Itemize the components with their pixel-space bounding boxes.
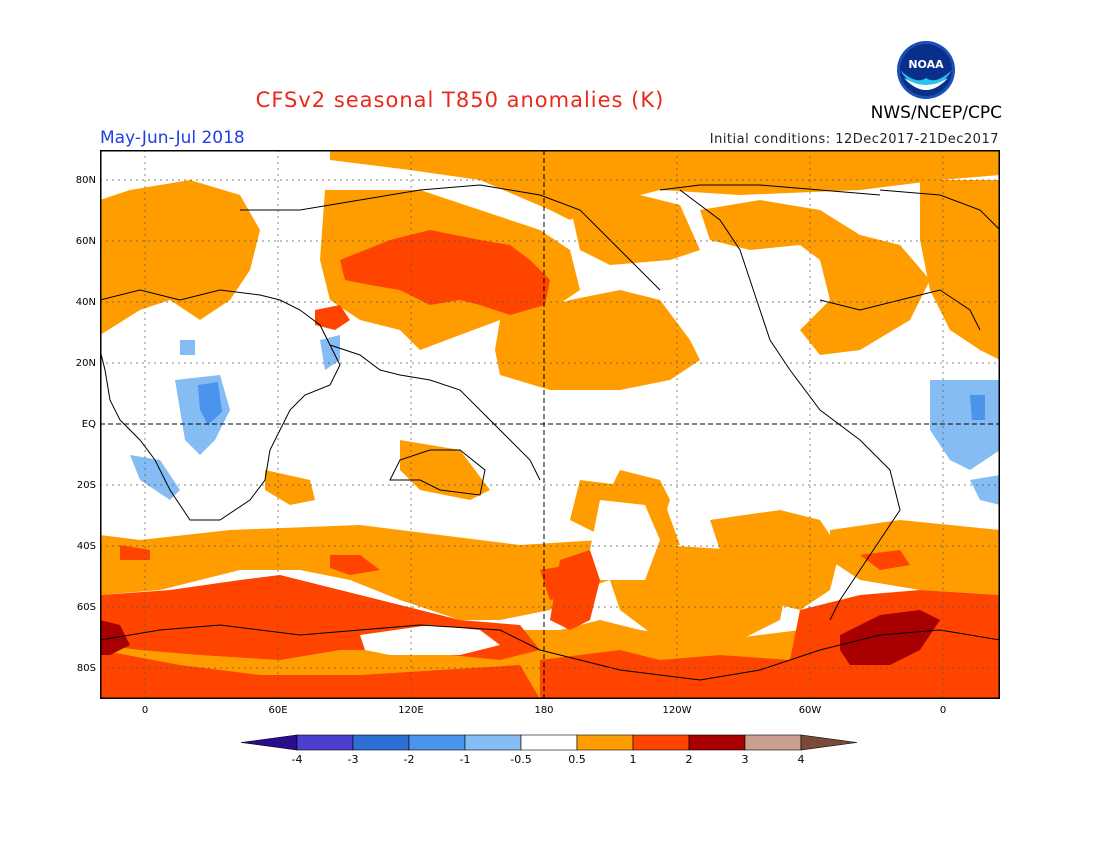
coastlines [100,184,1000,681]
lat-label-60s: 60S [76,602,96,613]
graticule [100,150,1000,699]
lon-label-0-east: 0 [939,705,947,716]
colorbar-arrow-low [240,734,298,751]
warm-anomaly-mid [100,230,1000,699]
lon-label-120w: 120W [662,705,692,716]
colorbar-segment-8 [688,734,746,751]
lon-label-120e: 120E [398,705,424,716]
logo-text: NOAA [908,58,944,71]
anomaly-map [100,150,1000,699]
colorbar-tick-label: -0.5 [510,753,531,766]
forecast-period: May-Jun-Jul 2018 [100,128,245,148]
colorbar-tick-label: -4 [292,753,303,766]
colorbar-tick-label: -1 [460,753,471,766]
lat-label-20n: 20N [75,358,96,369]
lat-label-eq: EQ [81,419,96,430]
colorbar-segment-7 [632,734,690,751]
noaa-logo-icon: NOAA [897,41,955,99]
lat-label-40n: 40N [75,297,96,308]
lon-label-180: 180 [534,705,554,716]
lon-label-60w: 60W [798,705,822,716]
lat-label-80s: 80S [76,663,96,674]
colorbar-arrow-high [800,734,858,751]
colorbar-segment-5 [520,734,578,751]
map-title: CFSv2 seasonal T850 anomalies (K) [255,88,665,112]
lon-label-0: 0 [141,705,149,716]
colorbar-tick-label: 0.5 [568,753,586,766]
colorbar-tick-label: 4 [798,753,805,766]
colorbar-segment-6 [576,734,634,751]
lat-label-80n: 80N [75,175,96,186]
colorbar-tick-label: 3 [742,753,749,766]
cool-anomaly-mid [198,382,985,425]
neutral-anomaly [360,500,660,655]
colorbar-tick-label: 2 [686,753,693,766]
lat-label-20s: 20S [76,480,96,491]
initial-conditions: Initial conditions: 12Dec2017-21Dec2017 [709,132,999,147]
equator-dateline [100,150,1000,699]
colorbar-tick-label: -3 [348,753,359,766]
colorbar-segment-2 [352,734,410,751]
agency-label: NWS/NCEP/CPC [870,103,1002,123]
colorbar-segment-4 [464,734,522,751]
lat-label-60n: 60N [75,236,96,247]
colorbar-segment-1 [296,734,354,751]
colorbar-segment-9 [744,734,802,751]
map-border [100,150,1000,699]
lat-label-40s: 40S [76,541,96,552]
colorbar-tick-label: 1 [630,753,637,766]
colorbar-segment-3 [408,734,466,751]
lon-label-60e: 60E [268,705,288,716]
colorbar-tick-label: -2 [404,753,415,766]
